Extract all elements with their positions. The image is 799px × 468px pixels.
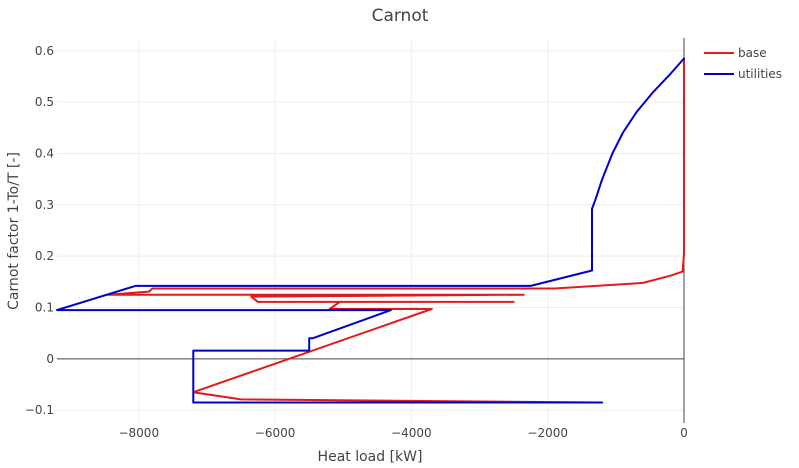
legend[interactable]: base utilities [704,46,782,81]
legend-label: base [738,46,767,60]
x-tick-label: −2000 [527,426,568,440]
x-tick-label: −4000 [391,426,432,440]
chart-title: Carnot [372,6,429,26]
series-line-utilities [56,57,685,404]
series-lines [56,57,685,404]
y-axis-ticks: −0.1 0 0.1 0.2 0.3 0.4 0.5 0.6 [25,44,54,417]
y-tick-label: −0.1 [25,403,54,417]
x-tick-label: −8000 [118,426,159,440]
legend-item-utilities[interactable]: utilities [704,67,782,81]
y-axis-title: Carnot factor 1-To/T [-] [6,152,22,310]
y-tick-label: 0.3 [35,198,54,212]
legend-item-base[interactable]: base [704,46,767,60]
y-tick-label: 0.2 [35,249,54,263]
y-tick-label: 0.5 [35,95,54,109]
y-tick-label: 0.4 [35,147,54,161]
series-line-base [107,57,685,404]
x-axis-ticks: −8000 −6000 −4000 −2000 0 [118,426,687,440]
x-tick-label: −6000 [255,426,296,440]
y-tick-label: 0.6 [35,44,54,58]
y-tick-label: 0.1 [35,301,54,315]
y-tick-label: 0 [46,352,54,366]
x-tick-label: 0 [680,426,688,440]
x-axis-title: Heat load [kW] [318,449,423,464]
legend-label: utilities [738,67,782,81]
